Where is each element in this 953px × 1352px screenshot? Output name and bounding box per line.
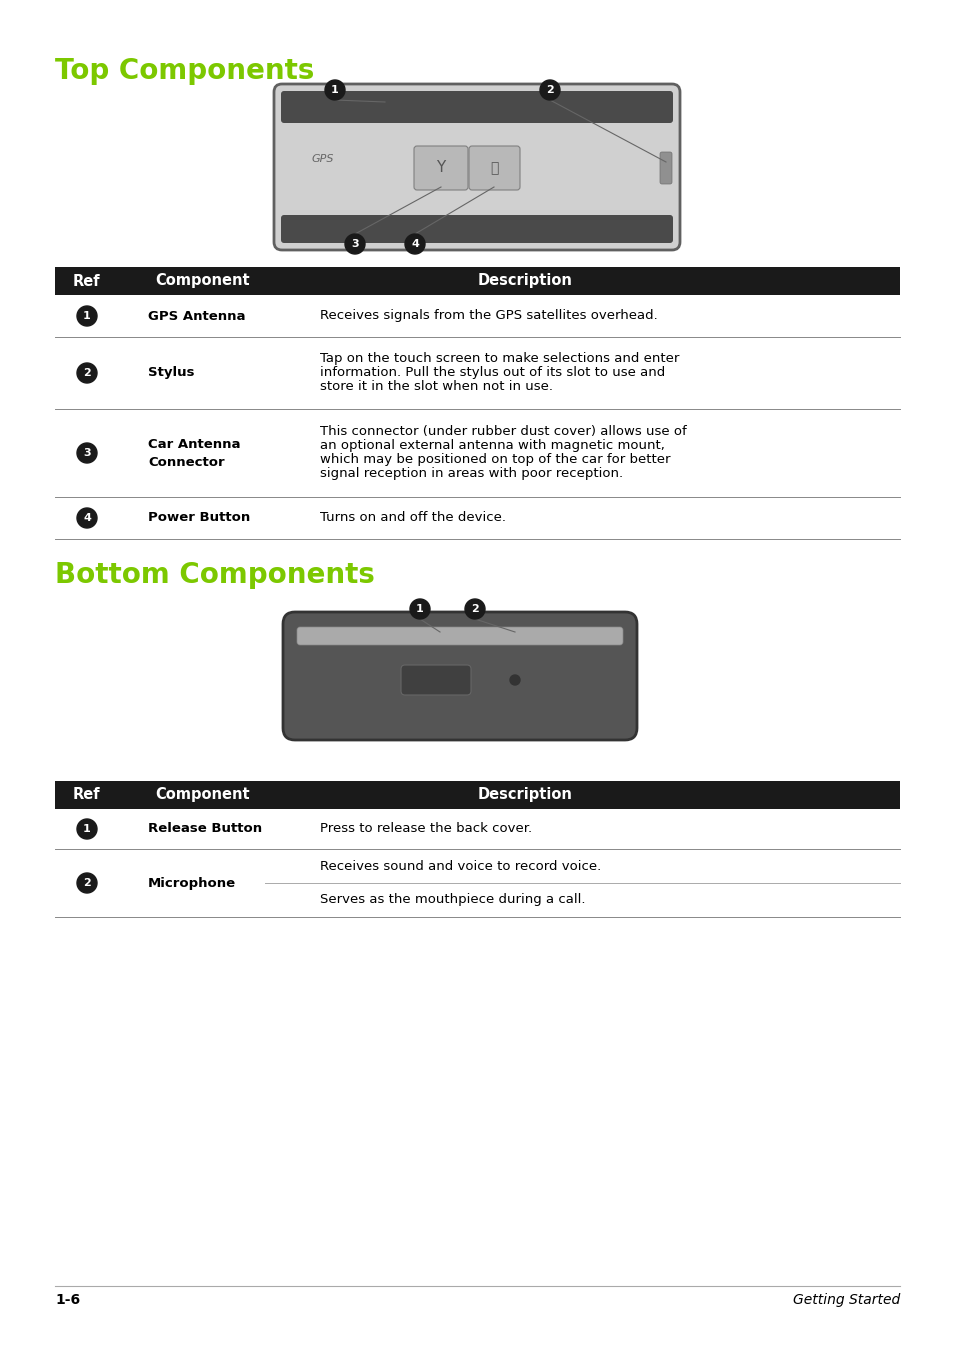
Text: ⏻: ⏻	[489, 161, 497, 174]
Text: Turns on and off the device.: Turns on and off the device.	[319, 511, 505, 525]
FancyBboxPatch shape	[281, 215, 672, 243]
Text: 3: 3	[83, 448, 91, 458]
Text: 1: 1	[83, 311, 91, 320]
Circle shape	[77, 508, 97, 529]
Circle shape	[77, 443, 97, 462]
Text: Connector: Connector	[148, 457, 224, 469]
Text: Power Button: Power Button	[148, 511, 250, 525]
FancyBboxPatch shape	[296, 627, 622, 645]
Circle shape	[345, 234, 365, 254]
Circle shape	[510, 675, 519, 685]
Text: 1: 1	[416, 604, 423, 614]
Circle shape	[77, 873, 97, 894]
Circle shape	[77, 306, 97, 326]
Text: 2: 2	[83, 368, 91, 379]
Text: 2: 2	[471, 604, 478, 614]
Text: store it in the slot when not in use.: store it in the slot when not in use.	[319, 380, 553, 393]
Text: an optional external antenna with magnetic mount,: an optional external antenna with magnet…	[319, 439, 664, 453]
Circle shape	[325, 80, 345, 100]
Text: 4: 4	[411, 239, 418, 249]
FancyBboxPatch shape	[469, 146, 519, 191]
Text: Description: Description	[477, 273, 572, 288]
FancyBboxPatch shape	[659, 151, 671, 184]
Circle shape	[410, 599, 430, 619]
FancyBboxPatch shape	[274, 84, 679, 250]
Text: Microphone: Microphone	[148, 876, 236, 890]
Text: 1: 1	[83, 823, 91, 834]
Text: Car Antenna: Car Antenna	[148, 438, 240, 452]
FancyBboxPatch shape	[414, 146, 468, 191]
Text: Bottom Components: Bottom Components	[55, 561, 375, 589]
FancyBboxPatch shape	[400, 665, 471, 695]
Text: Serves as the mouthpiece during a call.: Serves as the mouthpiece during a call.	[319, 894, 585, 906]
Text: 1-6: 1-6	[55, 1293, 80, 1307]
Text: Press to release the back cover.: Press to release the back cover.	[319, 822, 532, 836]
Text: Component: Component	[154, 787, 250, 803]
Text: 4: 4	[83, 512, 91, 523]
Text: GPS: GPS	[312, 154, 335, 164]
Text: Top Components: Top Components	[55, 57, 314, 85]
Text: Receives sound and voice to record voice.: Receives sound and voice to record voice…	[319, 860, 600, 872]
Text: Ref: Ref	[73, 273, 100, 288]
Circle shape	[539, 80, 559, 100]
Text: 1: 1	[331, 85, 338, 95]
Text: information. Pull the stylus out of its slot to use and: information. Pull the stylus out of its …	[319, 366, 664, 380]
Text: This connector (under rubber dust cover) allows use of: This connector (under rubber dust cover)…	[319, 426, 686, 438]
Text: Y: Y	[436, 161, 445, 176]
Circle shape	[405, 234, 424, 254]
Text: 2: 2	[545, 85, 554, 95]
Text: 3: 3	[351, 239, 358, 249]
Text: 2: 2	[83, 877, 91, 888]
Text: which may be positioned on top of the car for better: which may be positioned on top of the ca…	[319, 453, 670, 466]
Text: Tap on the touch screen to make selections and enter: Tap on the touch screen to make selectio…	[319, 353, 679, 365]
Text: Ref: Ref	[73, 787, 100, 803]
Text: Getting Started: Getting Started	[792, 1293, 899, 1307]
Text: Receives signals from the GPS satellites overhead.: Receives signals from the GPS satellites…	[319, 310, 657, 323]
Text: signal reception in areas with poor reception.: signal reception in areas with poor rece…	[319, 468, 622, 480]
FancyBboxPatch shape	[55, 266, 899, 295]
Text: Component: Component	[154, 273, 250, 288]
Text: Description: Description	[477, 787, 572, 803]
FancyBboxPatch shape	[281, 91, 672, 123]
Circle shape	[464, 599, 484, 619]
FancyBboxPatch shape	[283, 612, 637, 740]
Text: GPS Antenna: GPS Antenna	[148, 310, 245, 323]
FancyBboxPatch shape	[55, 781, 899, 808]
Circle shape	[77, 362, 97, 383]
Circle shape	[77, 819, 97, 840]
Text: Stylus: Stylus	[148, 366, 194, 380]
Text: Release Button: Release Button	[148, 822, 262, 836]
